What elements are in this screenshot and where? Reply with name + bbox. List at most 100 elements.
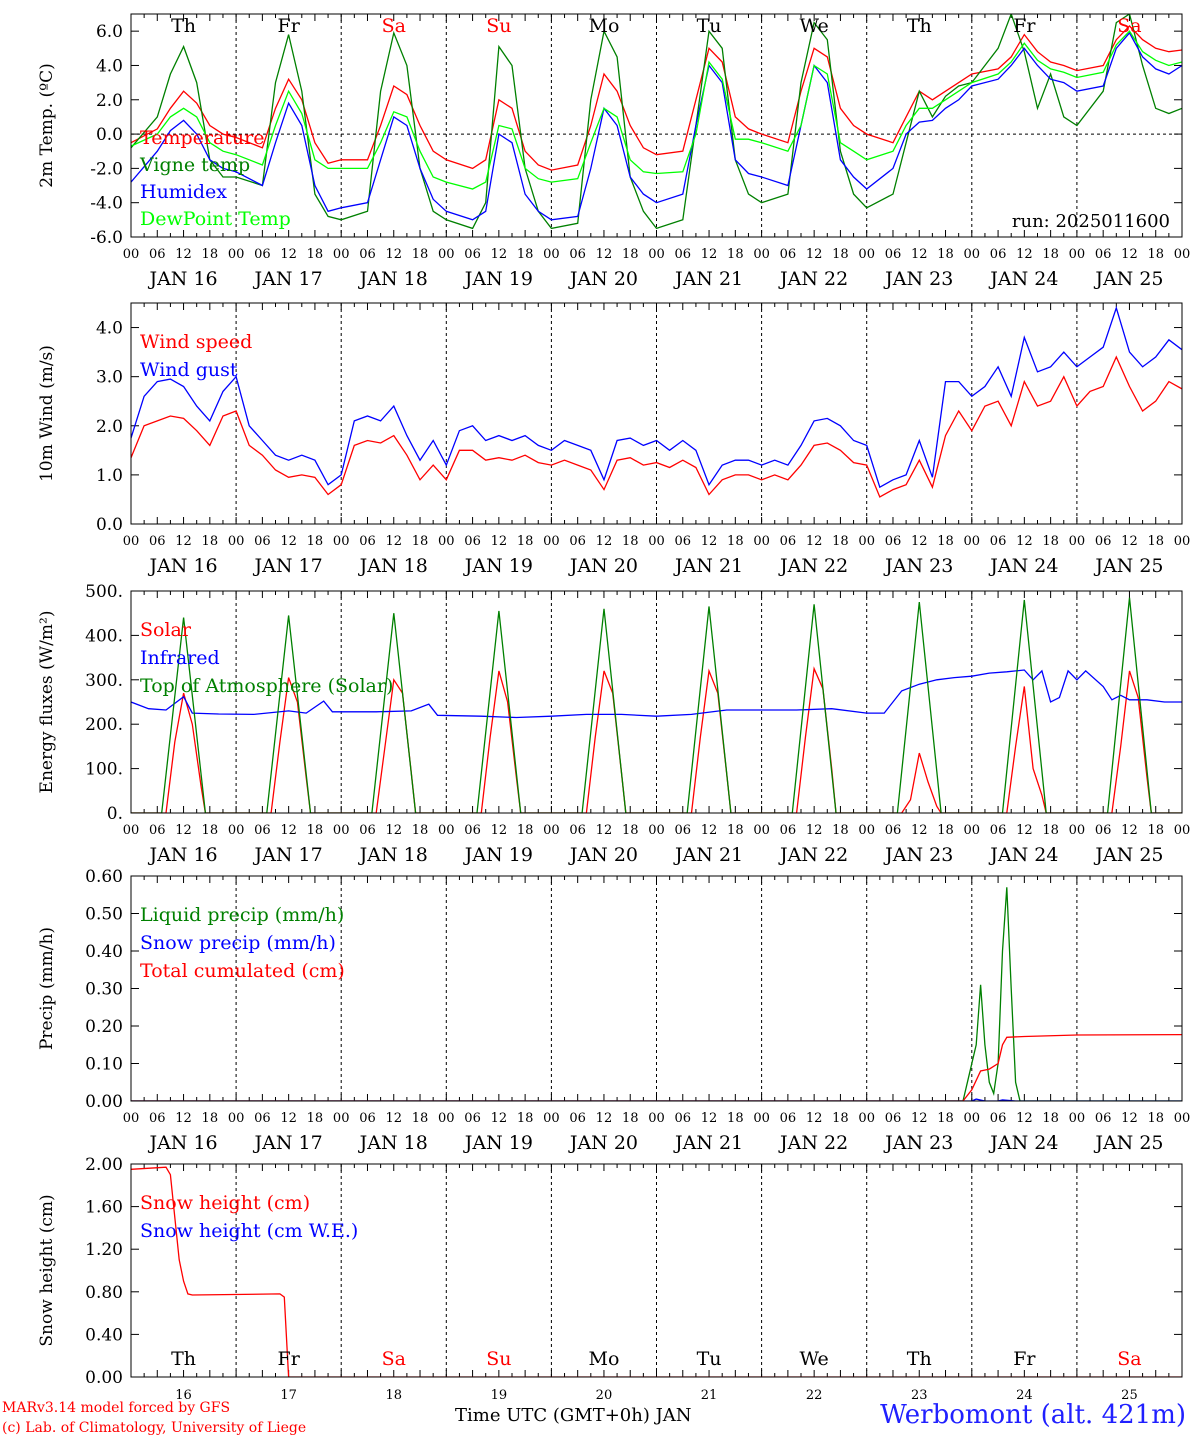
hour-tick-label: 12 [911, 823, 928, 838]
hour-tick-label: 12 [596, 534, 613, 549]
hour-tick-label: 18 [727, 1111, 744, 1126]
hour-tick-label: 06 [149, 1111, 166, 1126]
date-label: JAN 23 [883, 268, 953, 290]
date-label: JAN 21 [673, 844, 743, 866]
hour-tick-label: 18 [622, 823, 639, 838]
series-line [131, 1166, 1182, 1377]
hour-tick-label: 00 [123, 1111, 140, 1126]
hour-tick-label: 00 [1069, 823, 1086, 838]
hour-tick-label: 12 [385, 247, 402, 262]
hour-tick-label: 18 [832, 247, 849, 262]
hour-tick-label: 00 [858, 247, 875, 262]
day-number-label: 21 [701, 1388, 718, 1400]
hour-tick-label: 18 [727, 823, 744, 838]
y-tick-label: 2.00 [85, 1155, 123, 1175]
plot-frame [130, 1163, 1183, 1378]
hour-tick-label: 18 [307, 247, 324, 262]
hour-tick-label: 00 [228, 534, 245, 549]
hour-tick-label: 00 [543, 1111, 560, 1126]
date-label: JAN 19 [463, 268, 533, 290]
panel-4: 0.00 0.10 0.20 0.30 0.40 0.50 0.60 Precip (mm/h… [37, 867, 1190, 1154]
hour-tick-label: 06 [464, 823, 481, 838]
date-label: JAN 24 [988, 844, 1058, 866]
series-line [131, 305, 1182, 489]
hour-tick-label: 18 [412, 1111, 429, 1126]
hour-tick-label: 12 [280, 534, 297, 549]
legend-entry: DewPoint Temp [140, 208, 291, 230]
hour-tick-label: 00 [648, 823, 665, 838]
day-name: Fr [1013, 15, 1036, 37]
hour-tick-label: 12 [701, 1111, 718, 1126]
model-credit: MARv3.14 model forced by GFS [2, 1400, 231, 1416]
legend-entry: Snow height (cm) [140, 1192, 310, 1214]
day-name: We [800, 15, 829, 37]
hour-tick-label: 18 [1042, 247, 1059, 262]
hour-tick-label: 12 [1121, 534, 1138, 549]
hour-tick-label: 06 [149, 247, 166, 262]
date-label: JAN 24 [988, 268, 1058, 290]
date-label: JAN 23 [883, 1132, 953, 1154]
day-number-label: 17 [280, 1388, 297, 1400]
day-name: Fr [278, 15, 301, 37]
hour-tick-label: 06 [780, 247, 797, 262]
date-label: JAN 17 [253, 844, 323, 866]
hour-tick-label: 00 [858, 534, 875, 549]
hour-tick-label: 06 [254, 1111, 271, 1126]
hour-tick-label: 00 [123, 534, 140, 549]
hour-tick-label: 12 [491, 534, 508, 549]
hour-tick-label: 00 [964, 1111, 981, 1126]
hour-tick-label: 12 [596, 823, 613, 838]
hour-tick-label: 18 [937, 247, 954, 262]
legend-entry: Snow precip (mm/h) [140, 932, 336, 954]
y-tick-label: 0. [107, 804, 123, 824]
hour-tick-label: 00 [1069, 1111, 1086, 1126]
hour-tick-label: 06 [359, 823, 376, 838]
hour-tick-label: 06 [254, 823, 271, 838]
hour-tick-label: 06 [885, 823, 902, 838]
y-tick-label: 0.10 [85, 1055, 123, 1075]
hour-tick-label: 12 [806, 247, 823, 262]
hour-tick-label: 12 [911, 1111, 928, 1126]
hour-tick-label: 00 [648, 1111, 665, 1126]
y-tick-label: 0.40 [85, 942, 123, 962]
hour-tick-label: 18 [1042, 823, 1059, 838]
hour-tick-label: 18 [202, 247, 219, 262]
hour-tick-label: 18 [622, 534, 639, 549]
hour-tick-label: 18 [412, 823, 429, 838]
hour-tick-label: 00 [1069, 534, 1086, 549]
date-label: JAN 17 [253, 1132, 323, 1154]
date-label: JAN 24 [988, 555, 1058, 577]
plot-frame [130, 875, 1183, 1102]
y-axis-title: 2m Temp. (ºC) [37, 63, 57, 188]
date-label: JAN 25 [1093, 844, 1163, 866]
hour-tick-label: 00 [543, 534, 560, 549]
hour-tick-label: 18 [832, 823, 849, 838]
legend-entry: Humidex [140, 181, 227, 203]
hour-tick-label: 06 [149, 534, 166, 549]
hour-tick-label: 06 [569, 1111, 586, 1126]
hour-tick-label: 00 [123, 823, 140, 838]
date-label: JAN 21 [673, 268, 743, 290]
hour-tick-label: 00 [333, 1111, 350, 1126]
hour-tick-label: 06 [569, 534, 586, 549]
date-label: JAN 17 [253, 555, 323, 577]
hour-tick-label: 00 [753, 247, 770, 262]
y-tick-label: 6.0 [96, 22, 123, 42]
date-label: JAN 22 [778, 844, 848, 866]
hour-tick-label: 12 [385, 534, 402, 549]
day-name: Tu [697, 15, 722, 37]
hour-tick-label: 18 [307, 823, 324, 838]
hour-tick-label: 12 [596, 247, 613, 262]
hour-tick-label: 06 [1095, 247, 1112, 262]
hour-tick-label: 12 [175, 823, 192, 838]
hour-tick-label: 00 [964, 823, 981, 838]
legend-entry: Total cumulated (cm) [140, 960, 345, 982]
hour-tick-label: 00 [753, 1111, 770, 1126]
hour-tick-label: 06 [780, 1111, 797, 1126]
y-tick-label: 100. [85, 760, 123, 780]
date-label: JAN 17 [253, 268, 323, 290]
day-name: Th [907, 1348, 932, 1370]
y-tick-label: 4.0 [96, 56, 123, 76]
station-title: Werbomont (alt. 421m) [880, 1400, 1186, 1430]
day-name: Fr [1013, 1348, 1036, 1370]
